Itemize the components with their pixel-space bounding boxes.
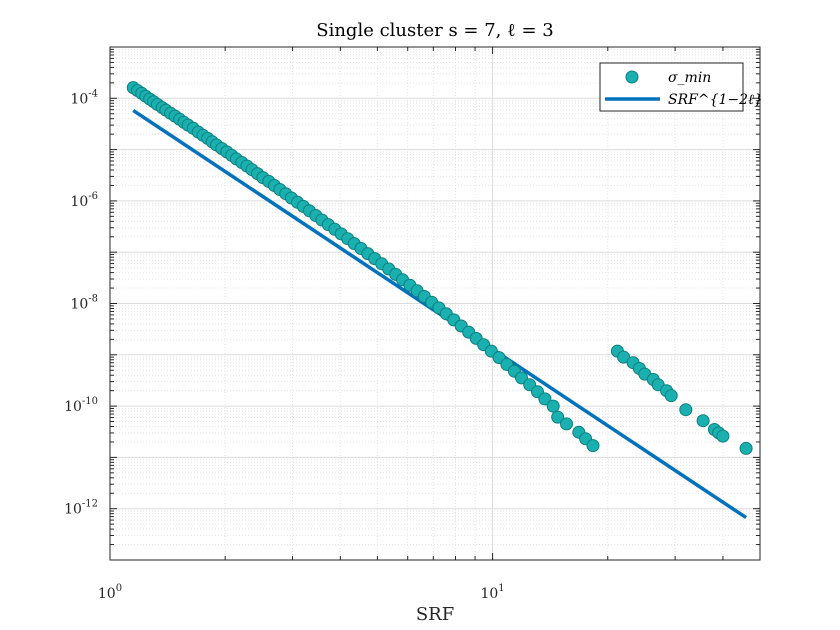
sigma-min-point [515, 371, 528, 385]
y-tick-label-4: 10-12 [64, 499, 98, 518]
y-tick-label-0: 10-4 [70, 88, 98, 107]
ticks [109, 46, 761, 561]
sigma-min-point [696, 414, 710, 428]
sigma-min-point [739, 441, 753, 455]
legend-box [599, 62, 744, 112]
series-layer [126, 81, 753, 520]
y-tick-label-3: 10-10 [64, 396, 98, 415]
sigma-min-point [538, 392, 552, 406]
sigma-min-point [586, 439, 600, 453]
legend-label-sigma-min: σ_min [668, 70, 711, 86]
legend-marker-sigma-min [625, 70, 639, 84]
sigma-min-point [664, 389, 678, 403]
legend-label-srf: SRF^{1−2ℓ} [668, 92, 763, 108]
chart-title: Single cluster s = 7, ℓ = 3 [316, 20, 553, 41]
legend: σ_min SRF^{1−2ℓ} [599, 62, 763, 112]
y-tick-label-1: 10-6 [70, 191, 98, 210]
sigma-min-point [551, 410, 565, 424]
x-axis-label: SRF [416, 604, 454, 625]
sigma-min-point [560, 417, 573, 431]
y-tick-label-2: 10-8 [70, 294, 98, 313]
tick-labels: 100 101 10-4 10-6 10-8 10-10 10-12 [64, 88, 505, 602]
sigma-min-point [679, 403, 693, 417]
sigma-min-point [546, 399, 560, 413]
sigma-min-point [617, 350, 631, 364]
x-tick-label-0: 100 [98, 583, 122, 602]
sigma-min-point [716, 429, 730, 443]
x-tick-label-1: 101 [480, 583, 504, 602]
